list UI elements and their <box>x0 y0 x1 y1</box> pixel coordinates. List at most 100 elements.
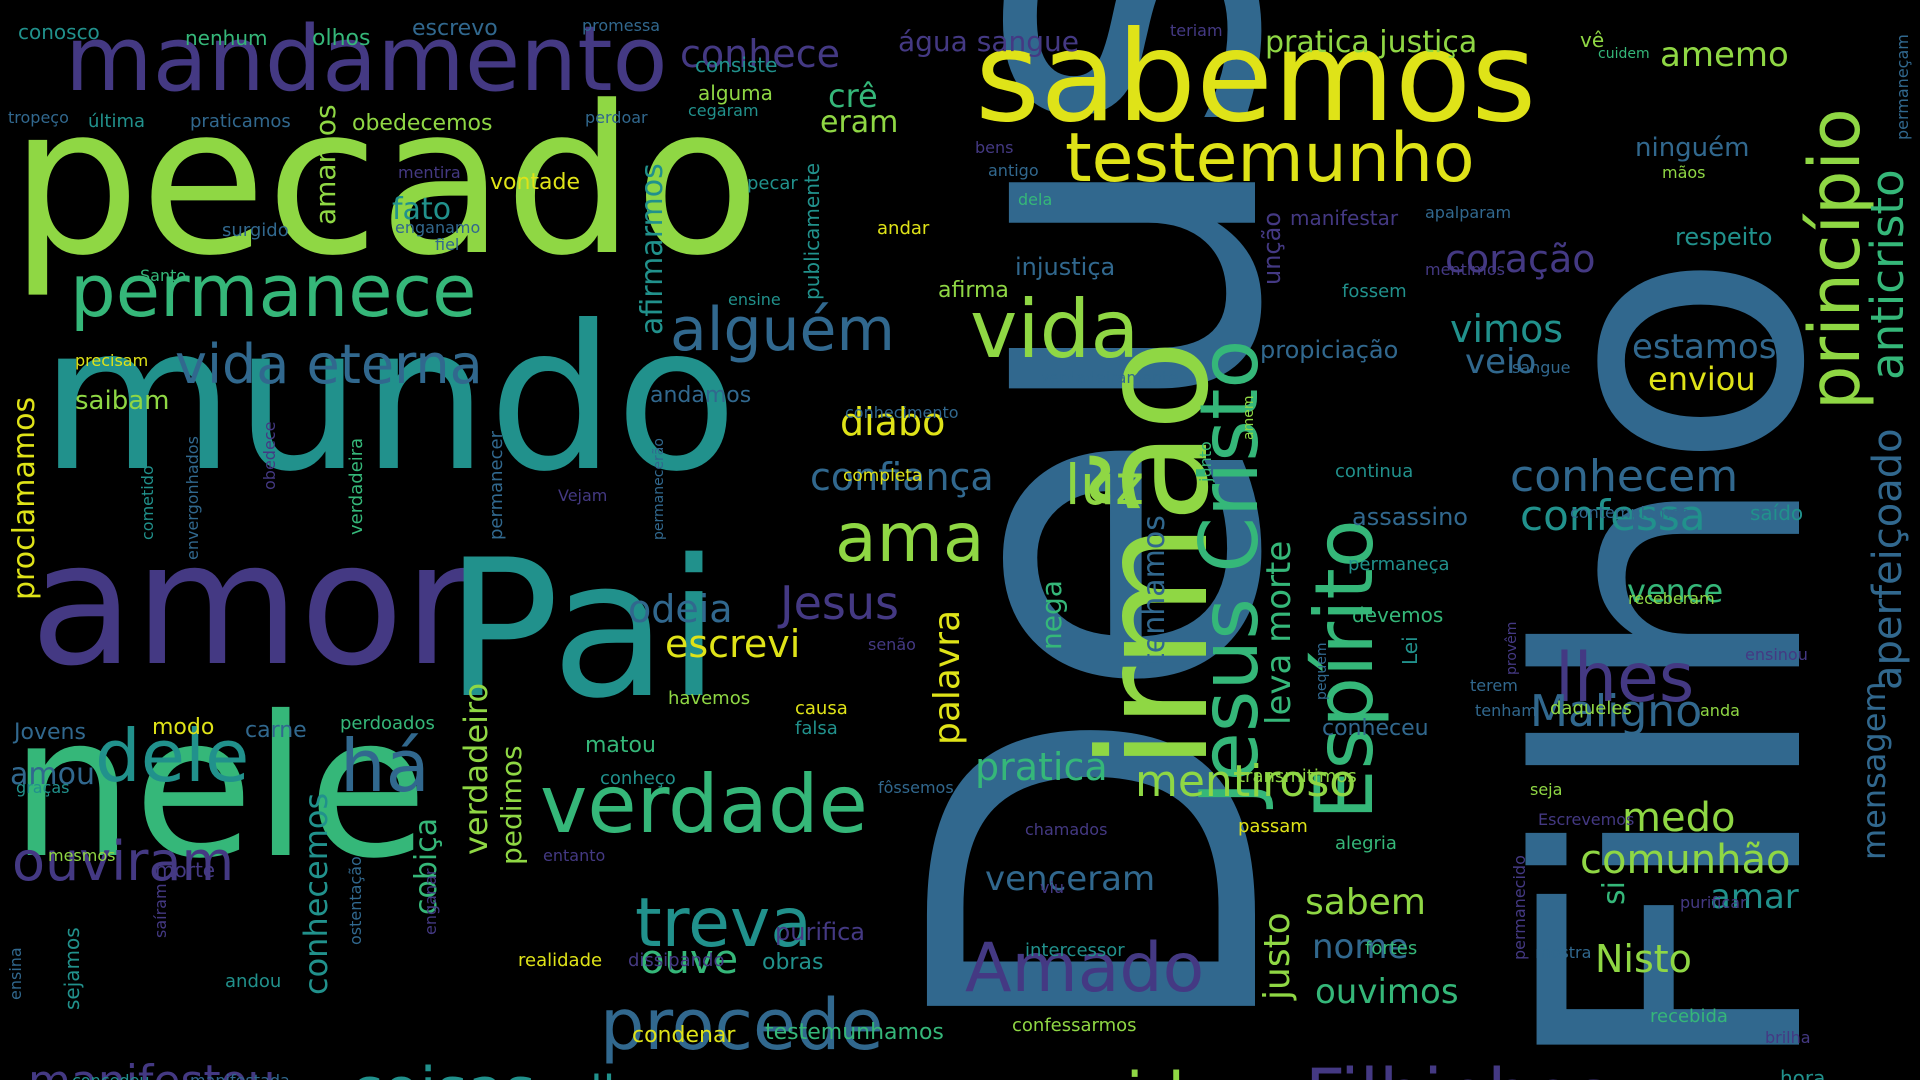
word-terem: terem <box>1470 676 1518 695</box>
word-coisas: coisas <box>350 1060 536 1080</box>
word-ensinou: ensinou <box>1745 645 1808 664</box>
word-envergonhados: envergonhados <box>183 436 202 560</box>
word-publicamente: publicamente <box>800 162 824 300</box>
word-vimos: vimos <box>1450 307 1564 351</box>
word-agua-sangue: água sangue <box>898 25 1079 58</box>
word-assassino: assassino <box>1352 503 1468 531</box>
word-verdadeiramente: verdadeiramente <box>1040 368 1179 387</box>
word-purificar: purificar <box>1680 893 1747 912</box>
word-santo: Santo <box>140 266 187 285</box>
word-verdadeira: verdadeira <box>346 437 367 535</box>
word-ninguem: ninguém <box>1635 133 1750 163</box>
word-uncao: unção <box>1258 211 1286 285</box>
word-manifestar: manifestar <box>1290 206 1399 230</box>
word-eram: eram <box>820 105 899 140</box>
word-dissipando: dissipando <box>628 950 725 971</box>
word-pai: Pai <box>445 519 721 740</box>
word-fortes: fortes <box>1365 938 1418 959</box>
word-manifestou: manifestou <box>28 1060 275 1080</box>
word-conhece: conhece <box>680 32 840 76</box>
word-praticamos: praticamos <box>190 111 291 132</box>
word-nome: nome <box>1312 927 1409 967</box>
word-apalparam: apalparam <box>1425 203 1512 222</box>
word-confianca: confiança <box>810 455 994 499</box>
word-leva-morte: leva morte <box>1259 540 1299 725</box>
word-ultima: última <box>88 111 146 132</box>
word-viu: viu <box>1040 878 1065 897</box>
word-ouviram: ouviram <box>12 830 235 893</box>
word-andamos: andamos <box>650 383 752 408</box>
word-permanecam: permaneçam <box>1893 34 1912 140</box>
word-mentimos: mentimos <box>1425 260 1505 279</box>
word-escrevemos: Escrevemos <box>1538 810 1635 829</box>
word-vida-eterna: vida eterna <box>175 333 483 396</box>
word-seja: seja <box>1530 780 1563 799</box>
word-sairam: saíram <box>151 883 170 938</box>
word-andou: andou <box>225 971 282 992</box>
word-completa: completa <box>843 466 923 486</box>
word-aperfeicoado: aperfeiçoado <box>1865 428 1911 690</box>
word-realidade: realidade <box>518 950 603 971</box>
word-manifestada: manifestada <box>190 1073 290 1080</box>
word-comunhao: comunhão <box>1580 837 1791 883</box>
word-verdadeiro: verdadeiro <box>457 682 495 855</box>
word-ensina: ensina <box>6 947 25 1000</box>
word-veio: veio <box>1465 342 1537 382</box>
word-fossem: fossem <box>1342 281 1407 302</box>
word-jesus: Jesus <box>780 576 899 630</box>
word-tenhamos: tenhamos <box>1137 515 1172 665</box>
word-gracas: graças <box>16 778 70 797</box>
word-ostentacao: ostentação <box>346 856 365 945</box>
word-si: si <box>1597 881 1632 905</box>
word-fato: fato <box>392 192 452 227</box>
word-alguma: alguma <box>698 81 773 105</box>
word-alegria: alegria <box>1335 833 1397 854</box>
word-sejamos: sejamos <box>60 927 84 1010</box>
word-fiel: fiel <box>435 235 460 254</box>
word-teriam: teriam <box>1170 21 1223 40</box>
word-lei: Lei <box>1398 636 1422 665</box>
word-mesmos: mesmos <box>48 846 116 865</box>
word-havemos: havemos <box>668 688 751 709</box>
word-permanecer: permanecer <box>486 430 507 540</box>
word-amou: amou <box>10 757 95 792</box>
word-amar: amar <box>1710 877 1799 917</box>
word-surgido: surgido <box>222 220 289 241</box>
word-amamos: amamos <box>309 104 342 225</box>
word-ouvimos: ouvimos <box>1315 972 1459 1012</box>
word-palavra: palavra <box>927 609 968 745</box>
word-sabemos: sabemos <box>975 5 1537 150</box>
word-entanto: entanto <box>543 846 606 865</box>
word-obedece: obedece <box>260 421 279 490</box>
word-enganamo: enganamo <box>395 218 481 237</box>
word-pratica: pratica <box>975 745 1108 789</box>
word-enganar: enganar <box>421 868 440 935</box>
word-pequem: pequem <box>1314 642 1330 700</box>
word-permaneceram: permanecerão <box>651 438 667 540</box>
word-concedeu: concedeu <box>72 1073 150 1080</box>
word-obras: obras <box>762 950 824 975</box>
word-saibam: saibam <box>75 386 170 416</box>
word-escrevo: escrevo <box>412 16 498 41</box>
word-nascido: nascido <box>975 1065 1225 1080</box>
word-ve: vê <box>1580 28 1605 52</box>
word-propiciacao: propiciação <box>1260 336 1399 364</box>
word-confessa: confessa <box>1520 491 1706 540</box>
word-perdoados: perdoados <box>340 713 435 734</box>
word-testemunho: testemunho <box>1065 119 1475 198</box>
word-cuidem: cuidem <box>1598 46 1650 62</box>
word-testemunhamos: testemunhamos <box>765 1020 944 1045</box>
word-conheceu: conheceu <box>1322 716 1429 741</box>
word-junto: junto <box>1196 441 1215 482</box>
word-nenhum: nenhum <box>185 26 268 50</box>
word-pecado: pecado <box>10 63 761 301</box>
word-amor: amor <box>30 506 474 704</box>
word-mostra: mostra <box>1535 943 1592 962</box>
word-matou: matou <box>585 733 656 758</box>
word-afirmarmos: afirmarmos <box>635 163 670 335</box>
word-mensagem: mensagem <box>1855 681 1893 860</box>
word-permanecido: permanecido <box>1510 855 1529 960</box>
word-purifica: purifica <box>775 918 865 946</box>
word-pecar: pecar <box>747 173 798 194</box>
word-mentira: mentira <box>398 163 461 182</box>
